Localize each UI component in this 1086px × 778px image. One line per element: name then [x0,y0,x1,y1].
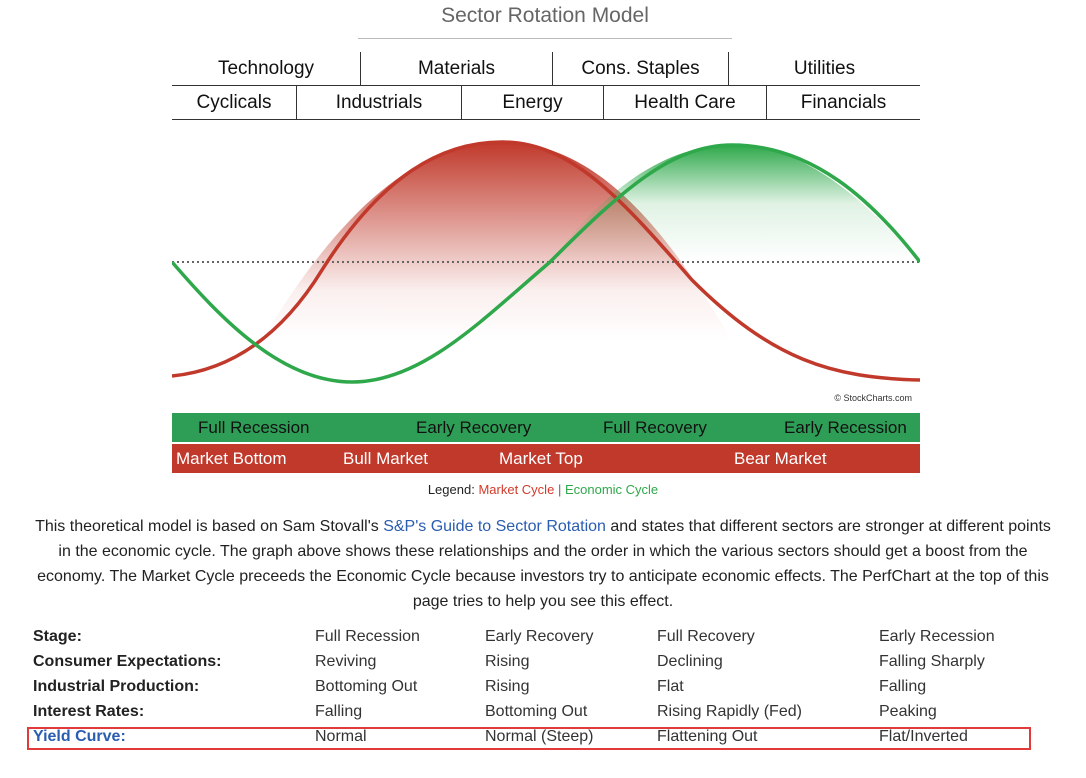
row-key: Interest Rates: [33,703,145,720]
sector-divider [766,86,767,119]
yield-curve-link[interactable]: Yield Curve: [33,728,126,745]
row-value: Flattening Out [657,728,758,745]
row-value: Reviving [315,653,377,670]
yield-curve-highlight-box [27,727,1031,750]
row-value: Rising Rapidly (Fed) [657,703,802,720]
row-value: Falling [315,703,363,720]
title-divider [358,38,732,39]
sector-utilities: Utilities [793,58,856,79]
sector-health-care: Health Care [634,92,736,113]
econ-full-recession: Full Recession [198,418,310,437]
sector-cyclicals: Cyclicals [196,92,272,113]
row-value: Bottoming Out [485,703,588,720]
sector-energy: Energy [502,92,563,113]
sector-divider [296,86,297,119]
market-cycle-line [172,140,920,382]
cycle-chart: © StockCharts.com [172,140,920,403]
row-value: Flat [657,678,684,695]
market-cycle-band: Market Bottom Bull Market Market Top Bea… [172,444,920,473]
market-bear: Bear Market [734,449,827,468]
row-value: Bottoming Out [315,678,418,695]
sector-rotation-guide-link[interactable]: S&P's Guide to Sector Rotation [383,518,606,535]
table-row-stage: Stage: Full Recession Early Recovery Ful… [33,628,1033,653]
legend-market-cycle: Market Cycle [478,482,555,497]
para-before: This theoretical model is based on Sam S… [35,518,384,535]
row-value: Rising [485,653,530,670]
legend-separator: | [557,482,562,497]
econ-early-recession: Early Recession [784,418,907,437]
table-row-interest-rates: Interest Rates: Falling Bottoming Out Ri… [33,703,1033,728]
econ-early-recovery: Early Recovery [416,418,532,437]
sector-divider [552,52,553,85]
market-top: Market Top [499,449,583,468]
chart-legend: Legend: Market Cycle | Economic Cycle [0,482,1086,497]
sector-cons-staples: Cons. Staples [581,58,700,79]
legend-economic-cycle: Economic Cycle [564,482,659,497]
row-value: Normal [315,728,367,745]
market-bottom: Market Bottom [176,449,287,468]
row-value: Normal (Steep) [485,728,594,745]
legend-prefix: Legend: [427,482,475,497]
market-cycle-fill [262,142,732,340]
economic-cycle-line [172,143,920,384]
row-key: Industrial Production: [33,678,200,695]
sector-financials: Financials [800,92,887,113]
sector-divider [603,86,604,119]
row-key: Stage: [33,628,82,645]
row-value: Falling Sharply [879,653,985,670]
econ-full-recovery: Full Recovery [603,418,707,437]
row-value: Early Recovery [485,628,594,645]
para-after: and states that different sectors are st… [37,518,1051,610]
row-value: Full Recovery [657,628,755,645]
table-row-consumer-expectations: Consumer Expectations: Reviving Rising D… [33,653,1033,678]
sector-technology: Technology [217,58,315,79]
table-row-yield-curve: Yield Curve: Normal Normal (Steep) Flatt… [33,728,1033,753]
row-value: Full Recession [315,628,420,645]
sector-divider [728,52,729,85]
row-value: Early Recession [879,628,995,645]
row-value: Declining [657,653,723,670]
row-value: Flat/Inverted [879,728,968,745]
description-paragraph: This theoretical model is based on Sam S… [28,514,1058,614]
row-value: Falling [879,678,927,695]
economic-cycle-band: Full Recession Early Recovery Full Recov… [172,413,920,442]
row-value: Rising [485,678,530,695]
sector-divider [360,52,361,85]
sector-materials: Materials [417,58,496,79]
sector-divider [461,86,462,119]
chart-copyright: © StockCharts.com [834,393,912,403]
sector-row-top: Technology Materials Cons. Staples Utili… [172,52,920,86]
page-title: Sector Rotation Model [441,4,649,27]
economic-cycle-fill [550,145,920,262]
sector-row-bottom: Cyclicals Industrials Energy Health Care… [172,86,920,120]
row-value: Peaking [879,703,937,720]
sector-industrials: Industrials [335,92,423,113]
market-bull: Bull Market [343,449,429,468]
table-row-industrial-production: Industrial Production: Bottoming Out Ris… [33,678,1033,703]
row-key: Consumer Expectations: [33,653,222,670]
